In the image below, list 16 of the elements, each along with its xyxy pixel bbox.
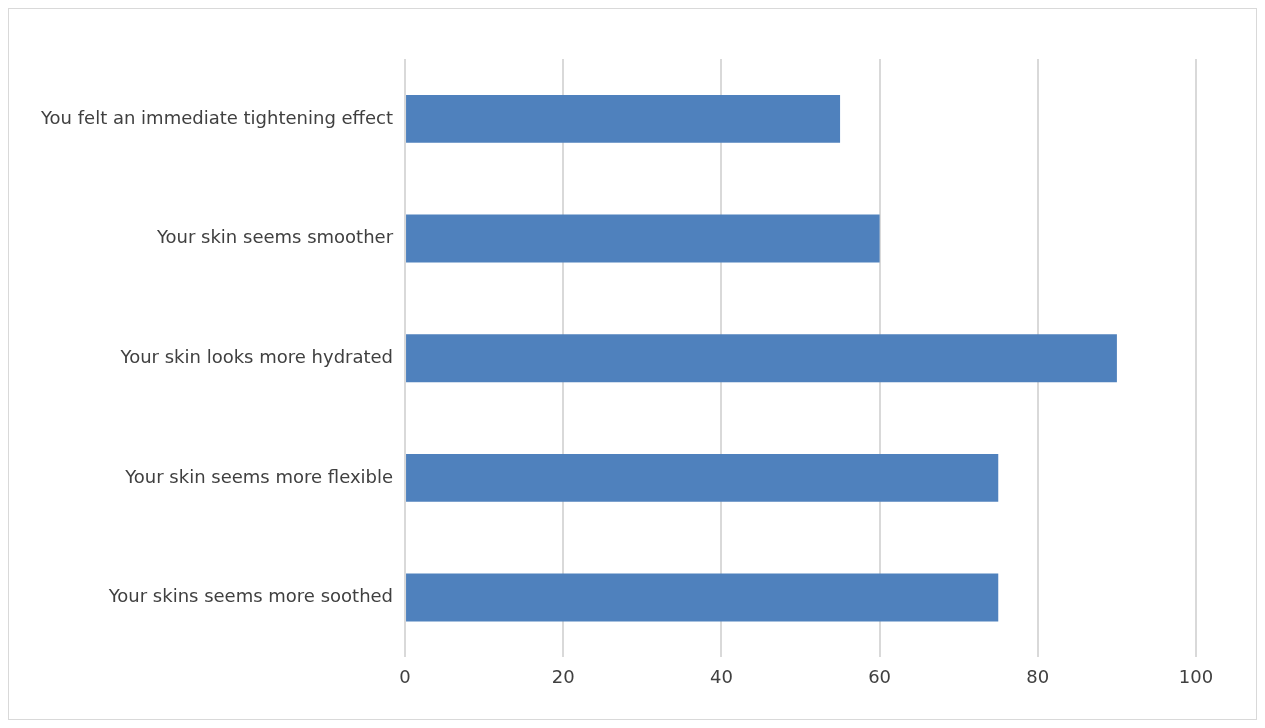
x-tick-label: 60 bbox=[868, 665, 892, 687]
bar bbox=[406, 334, 1117, 383]
y-tick-label: Your skin seems smoother bbox=[155, 226, 394, 248]
bar bbox=[406, 573, 999, 622]
x-tick-label: 0 bbox=[399, 665, 411, 687]
y-tick-label: Your skin seems more flexible bbox=[124, 465, 394, 487]
x-tick-label: 20 bbox=[551, 665, 575, 687]
y-tick-label: Your skins seems more soothed bbox=[107, 585, 394, 607]
x-tick-label: 100 bbox=[1178, 665, 1214, 687]
y-tick-label: You felt an immediate tightening effect bbox=[40, 106, 394, 128]
x-tick-label: 40 bbox=[709, 665, 733, 687]
bar bbox=[406, 94, 841, 143]
bar bbox=[406, 214, 880, 263]
bar bbox=[406, 453, 999, 502]
y-tick-label: Your skin looks more hydrated bbox=[119, 345, 394, 367]
x-tick-label: 80 bbox=[1026, 665, 1050, 687]
